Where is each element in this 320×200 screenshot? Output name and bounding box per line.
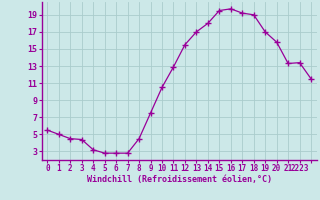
X-axis label: Windchill (Refroidissement éolien,°C): Windchill (Refroidissement éolien,°C) [87, 175, 272, 184]
